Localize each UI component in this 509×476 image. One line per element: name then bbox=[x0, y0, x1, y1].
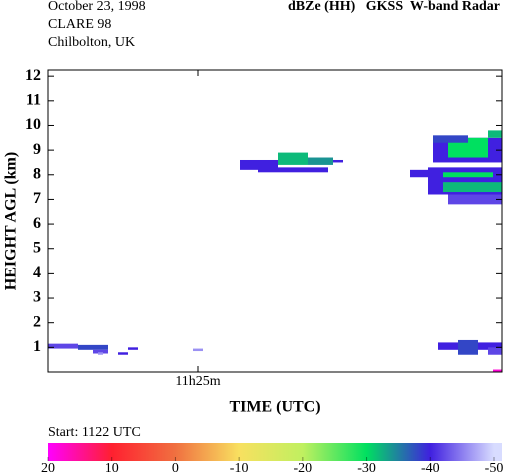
x-tick-label: 11h25m bbox=[175, 374, 220, 389]
radar-cell bbox=[410, 169, 428, 178]
colorbar-tick-label: 0 bbox=[172, 461, 179, 476]
chart-title: dBZe (HH) GKSS W-band Radar bbox=[288, 0, 500, 14]
radar-cell bbox=[258, 167, 328, 173]
radar-cell bbox=[98, 352, 103, 355]
colorbar-tick-label: 20 bbox=[41, 461, 55, 476]
colorbar-tick-label: -20 bbox=[294, 461, 313, 476]
radar-cell bbox=[493, 369, 502, 372]
y-tick-label: 1 bbox=[33, 338, 41, 355]
radar-cell bbox=[433, 135, 468, 143]
colorbar-tick-label: 10 bbox=[105, 461, 119, 476]
radar-cell bbox=[458, 339, 478, 355]
y-tick-label: 10 bbox=[25, 116, 41, 133]
radar-cell bbox=[308, 157, 333, 165]
radar-cell bbox=[48, 343, 78, 349]
y-tick-label: 6 bbox=[33, 215, 41, 232]
radar-cell bbox=[443, 182, 502, 193]
date: October 23, 1998 bbox=[48, 0, 146, 14]
radar-cell bbox=[443, 172, 493, 178]
radar-cell bbox=[488, 130, 502, 138]
radar-cell bbox=[93, 349, 108, 354]
colorbar bbox=[48, 443, 502, 461]
radar-cell bbox=[488, 347, 502, 355]
radar-cell bbox=[193, 348, 203, 352]
y-tick-label: 9 bbox=[33, 141, 41, 158]
plot-frame bbox=[47, 69, 503, 373]
y-tick-label: 3 bbox=[33, 289, 41, 306]
radar-cell bbox=[128, 347, 138, 350]
start-label: Start: 1122 UTC bbox=[48, 425, 141, 440]
y-tick-label: 11 bbox=[26, 91, 41, 108]
y-tick-label: 7 bbox=[33, 190, 41, 207]
y-tick-label: 5 bbox=[33, 239, 41, 256]
y-tick-label: 2 bbox=[33, 313, 41, 330]
y-tick-label: 12 bbox=[25, 67, 41, 84]
colorbar-tick-label: -50 bbox=[485, 461, 504, 476]
colorbar-tick-label: -10 bbox=[230, 461, 249, 476]
y-tick-label: 8 bbox=[33, 165, 41, 182]
radar-cell bbox=[278, 152, 308, 165]
radar-cell bbox=[240, 159, 278, 170]
radar-cell bbox=[78, 344, 108, 350]
y-tick-label: 4 bbox=[33, 264, 41, 281]
site: Chilbolton, UK bbox=[48, 35, 135, 50]
campaign: CLARE 98 bbox=[48, 17, 111, 32]
x-axis-label: TIME (UTC) bbox=[229, 399, 320, 416]
colorbar-tick-label: -40 bbox=[421, 461, 440, 476]
radar-cell bbox=[118, 352, 128, 355]
radar-cell bbox=[448, 194, 502, 205]
colorbar-tick-label: -30 bbox=[357, 461, 376, 476]
y-axis-label: HEIGHT AGL (km) bbox=[3, 152, 20, 290]
radar-cell bbox=[333, 159, 343, 163]
